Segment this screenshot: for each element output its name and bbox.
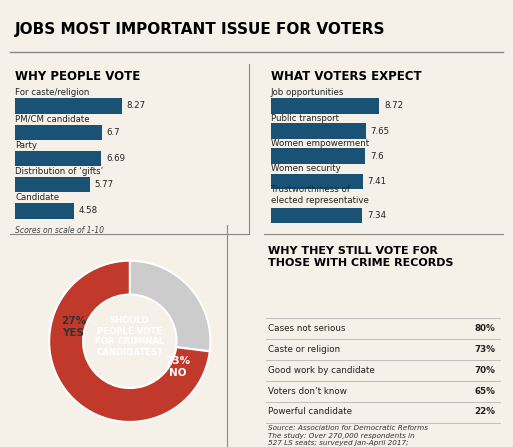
FancyBboxPatch shape xyxy=(15,98,122,114)
Text: Party: Party xyxy=(15,141,37,150)
FancyBboxPatch shape xyxy=(271,173,363,189)
FancyBboxPatch shape xyxy=(271,98,379,114)
Text: 27%
YES: 27% YES xyxy=(61,316,86,337)
Text: 5.77: 5.77 xyxy=(94,180,113,189)
FancyBboxPatch shape xyxy=(15,203,74,219)
Text: 8.72: 8.72 xyxy=(384,101,403,110)
FancyBboxPatch shape xyxy=(15,125,102,140)
Text: Powerful candidate: Powerful candidate xyxy=(268,407,352,417)
FancyBboxPatch shape xyxy=(15,177,90,192)
Text: 7.34: 7.34 xyxy=(367,211,386,220)
Text: Cases not serious: Cases not serious xyxy=(268,324,346,333)
Text: JOBS MOST IMPORTANT ISSUE FOR VOTERS: JOBS MOST IMPORTANT ISSUE FOR VOTERS xyxy=(15,22,386,37)
Text: PM/CM candidate: PM/CM candidate xyxy=(15,115,90,124)
Text: Trustworthiness of: Trustworthiness of xyxy=(271,186,350,194)
Text: Women empowerment: Women empowerment xyxy=(271,139,369,148)
Text: SHOULD
PEOPLE VOTE
FOR CRIMINAL
CANDIDATES?: SHOULD PEOPLE VOTE FOR CRIMINAL CANDIDAT… xyxy=(95,316,165,357)
Text: 70%: 70% xyxy=(475,366,496,375)
Wedge shape xyxy=(130,261,210,351)
Text: Voters don’t know: Voters don’t know xyxy=(268,387,347,396)
FancyBboxPatch shape xyxy=(271,208,362,223)
Text: Scores on scale of 1-10: Scores on scale of 1-10 xyxy=(15,226,104,235)
Text: WHY PEOPLE VOTE: WHY PEOPLE VOTE xyxy=(15,70,140,83)
Text: Job opportunities: Job opportunities xyxy=(271,89,344,97)
Text: 6.69: 6.69 xyxy=(106,154,125,163)
Text: 6.7: 6.7 xyxy=(106,128,120,137)
Text: Distribution of ‘gifts’: Distribution of ‘gifts’ xyxy=(15,167,104,176)
Text: WHAT VOTERS EXPECT: WHAT VOTERS EXPECT xyxy=(271,70,422,83)
Text: 7.6: 7.6 xyxy=(370,152,384,160)
Text: Caste or religion: Caste or religion xyxy=(268,345,341,354)
Text: elected representative: elected representative xyxy=(271,195,369,205)
Text: WHY THEY STILL VOTE FOR
THOSE WITH CRIME RECORDS: WHY THEY STILL VOTE FOR THOSE WITH CRIME… xyxy=(268,246,454,268)
Text: 8.27: 8.27 xyxy=(127,101,146,110)
Text: 73%: 73% xyxy=(475,345,496,354)
FancyBboxPatch shape xyxy=(271,148,365,164)
Text: Source: Association for Democratic Reforms
The study: Over 270,000 respondents i: Source: Association for Democratic Refor… xyxy=(268,426,428,447)
Text: 80%: 80% xyxy=(475,324,496,333)
FancyBboxPatch shape xyxy=(271,123,366,139)
Text: Women security: Women security xyxy=(271,164,341,173)
Text: 7.41: 7.41 xyxy=(368,177,387,186)
Text: 73%
NO: 73% NO xyxy=(166,356,191,378)
Text: 4.58: 4.58 xyxy=(79,207,98,215)
Text: Public transport: Public transport xyxy=(271,114,339,122)
Text: 7.65: 7.65 xyxy=(371,127,390,135)
Text: Candidate: Candidate xyxy=(15,194,59,202)
FancyBboxPatch shape xyxy=(15,151,102,166)
Text: 65%: 65% xyxy=(475,387,496,396)
Text: Good work by candidate: Good work by candidate xyxy=(268,366,375,375)
Text: For caste/religion: For caste/religion xyxy=(15,89,89,97)
Wedge shape xyxy=(49,261,210,422)
Text: 22%: 22% xyxy=(475,407,496,417)
